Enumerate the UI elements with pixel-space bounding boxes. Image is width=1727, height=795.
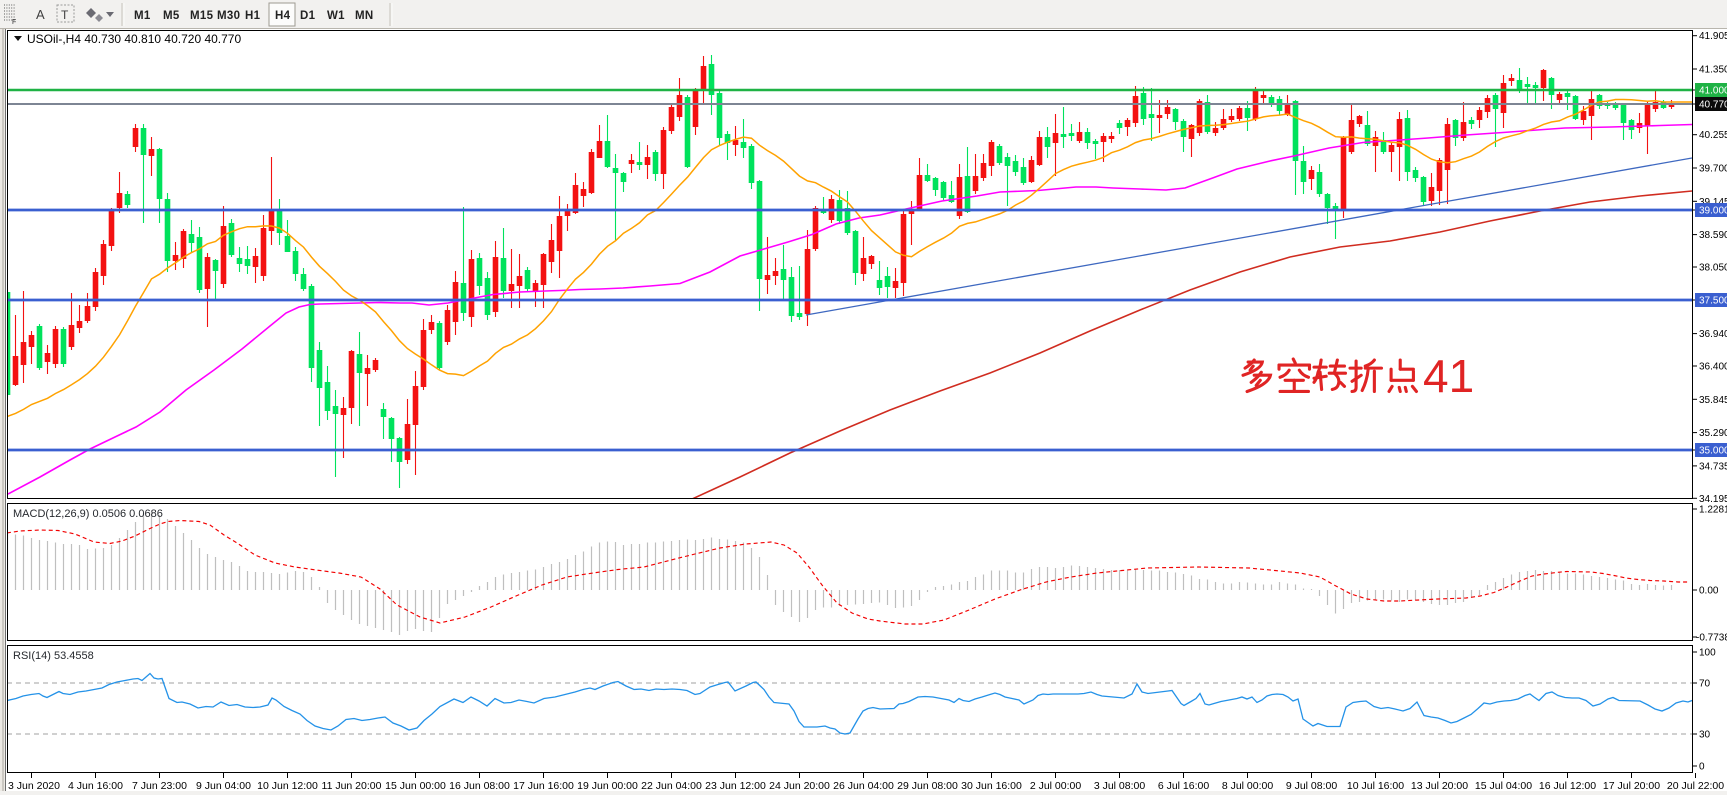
svg-text:30: 30 [1699, 730, 1711, 741]
svg-text:35.845: 35.845 [1699, 395, 1727, 406]
svg-text:A: A [36, 7, 45, 22]
svg-text:10 Jul 16:00: 10 Jul 16:00 [1347, 780, 1404, 792]
svg-text:20 Jul 22:00: 20 Jul 22:00 [1667, 780, 1724, 792]
svg-text:4 Jun 16:00: 4 Jun 16:00 [68, 780, 123, 792]
svg-text:M15: M15 [190, 10, 214, 22]
svg-text:34.735: 34.735 [1699, 461, 1727, 472]
svg-text:8 Jul 00:00: 8 Jul 00:00 [1222, 780, 1274, 792]
svg-text:29 Jun 08:00: 29 Jun 08:00 [897, 780, 958, 792]
svg-text:23 Jun 12:00: 23 Jun 12:00 [705, 780, 766, 792]
svg-text:40.255: 40.255 [1699, 130, 1727, 141]
svg-text:35.000: 35.000 [1699, 446, 1727, 457]
svg-text:35.290: 35.290 [1699, 428, 1727, 439]
svg-text:41: 41 [1423, 350, 1474, 402]
svg-text:0: 0 [1699, 762, 1705, 773]
svg-text:M5: M5 [163, 10, 180, 22]
svg-text:D1: D1 [300, 10, 316, 22]
svg-text:16 Jun 08:00: 16 Jun 08:00 [449, 780, 510, 792]
svg-text:13 Jul 20:00: 13 Jul 20:00 [1411, 780, 1468, 792]
svg-text:34.195: 34.195 [1699, 494, 1727, 505]
svg-text:M1: M1 [134, 10, 151, 22]
svg-text:9 Jun 04:00: 9 Jun 04:00 [196, 780, 251, 792]
svg-text:M30: M30 [217, 10, 240, 22]
svg-text:H1: H1 [245, 10, 261, 22]
svg-text:24 Jun 20:00: 24 Jun 20:00 [769, 780, 830, 792]
svg-text:1.2281: 1.2281 [1699, 505, 1727, 516]
svg-text:MN: MN [355, 10, 374, 22]
svg-text:2 Jul 00:00: 2 Jul 00:00 [1030, 780, 1082, 792]
svg-text:39.145: 39.145 [1699, 197, 1727, 208]
svg-text:36.940: 36.940 [1699, 329, 1727, 340]
svg-text:11 Jun 20:00: 11 Jun 20:00 [322, 780, 382, 792]
svg-text:USOil-,H4 40.730 40.810 40.72: USOil-,H4 40.730 40.810 40.720 40.770 [27, 32, 241, 46]
svg-text:70: 70 [1699, 679, 1711, 690]
svg-text:-0.7738: -0.7738 [1696, 633, 1727, 644]
svg-text:6 Jul 16:00: 6 Jul 16:00 [1158, 780, 1210, 792]
svg-text:17 Jun 16:00: 17 Jun 16:00 [513, 780, 574, 792]
svg-text:W1: W1 [327, 10, 345, 22]
svg-text:41.000: 41.000 [1699, 86, 1727, 97]
svg-text:9 Jul 08:00: 9 Jul 08:00 [1286, 780, 1338, 792]
svg-text:26 Jun 04:00: 26 Jun 04:00 [833, 780, 894, 792]
svg-text:38.590: 38.590 [1699, 230, 1727, 241]
svg-text:41.905: 41.905 [1699, 31, 1727, 42]
svg-text:17 Jul 20:00: 17 Jul 20:00 [1603, 780, 1660, 792]
svg-text:3 Jun 2020: 3 Jun 2020 [8, 780, 60, 792]
svg-text:38.050: 38.050 [1699, 263, 1727, 274]
svg-text:19 Jun 00:00: 19 Jun 00:00 [577, 780, 638, 792]
svg-text:0.00: 0.00 [1699, 586, 1719, 597]
svg-text:3 Jul 08:00: 3 Jul 08:00 [1094, 780, 1146, 792]
svg-text:T: T [61, 8, 69, 22]
svg-text:F: F [12, 19, 16, 26]
svg-text:41.350: 41.350 [1699, 65, 1727, 76]
svg-text:40.770: 40.770 [1699, 100, 1727, 111]
svg-text:36.400: 36.400 [1699, 362, 1727, 373]
svg-text:7 Jun 23:00: 7 Jun 23:00 [132, 780, 187, 792]
svg-text:30 Jun 16:00: 30 Jun 16:00 [961, 780, 1022, 792]
svg-text:RSI(14) 53.4558: RSI(14) 53.4558 [13, 650, 94, 662]
svg-text:15 Jul 04:00: 15 Jul 04:00 [1475, 780, 1532, 792]
svg-text:22 Jun 04:00: 22 Jun 04:00 [641, 780, 702, 792]
svg-text:39.700: 39.700 [1699, 164, 1727, 175]
svg-text:MACD(12,26,9) 0.0506 0.0686: MACD(12,26,9) 0.0506 0.0686 [13, 508, 163, 520]
svg-text:10 Jun 12:00: 10 Jun 12:00 [257, 780, 318, 792]
svg-text:H4: H4 [275, 10, 291, 22]
svg-text:15 Jun 00:00: 15 Jun 00:00 [385, 780, 446, 792]
svg-text:16 Jul 12:00: 16 Jul 12:00 [1539, 780, 1596, 792]
svg-text:37.500: 37.500 [1699, 296, 1727, 307]
svg-text:39.000: 39.000 [1699, 206, 1727, 217]
svg-text:100: 100 [1699, 648, 1716, 659]
